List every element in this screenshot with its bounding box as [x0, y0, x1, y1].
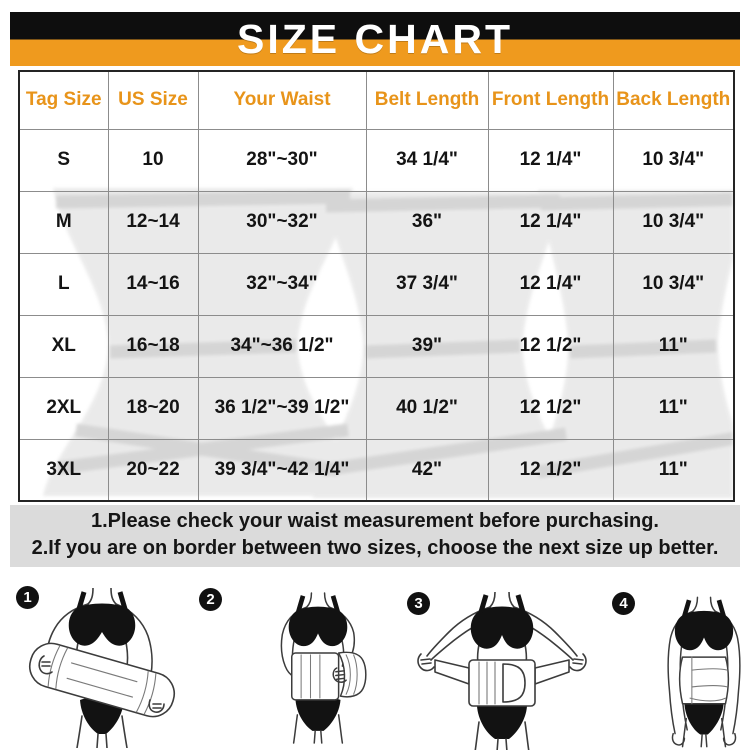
cell-us-size: 10: [107, 128, 199, 192]
step-3-illustration: [417, 592, 587, 750]
step-3: 3: [393, 572, 608, 750]
note-line-2: 2.If you are on border between two sizes…: [31, 537, 719, 559]
column-header-us-size: US Size: [107, 70, 199, 130]
cell-back-length: 11": [612, 314, 735, 378]
cell-us-size: 12~14: [107, 190, 199, 254]
table-row-l: L 14~16 32"~34" 37 3/4" 12 1/4" 10 3/4": [18, 252, 735, 316]
cell-your-waist: 39 3/4"~42 1/4": [197, 438, 367, 502]
cell-front-length: 12 1/2": [487, 438, 614, 502]
cell-your-waist: 32"~34": [197, 252, 367, 316]
cell-us-size: 20~22: [107, 438, 199, 502]
step-4: 4: [608, 572, 750, 750]
cell-belt-length: 40 1/2": [365, 376, 489, 440]
table-row-3xl: 3XL 20~22 39 3/4"~42 1/4" 42" 12 1/2" 11…: [18, 438, 735, 502]
cell-your-waist: 28"~30": [197, 128, 367, 192]
cell-belt-length: 39": [365, 314, 489, 378]
cell-tag-size: 3XL: [18, 438, 109, 502]
step-number-badge: 2: [199, 588, 222, 611]
cell-front-length: 12 1/2": [487, 376, 614, 440]
cell-belt-length: 42": [365, 438, 489, 502]
cell-belt-length: 36": [365, 190, 489, 254]
column-header-tag-size: Tag Size: [18, 70, 109, 130]
step-1: 1: [0, 572, 185, 750]
cell-us-size: 18~20: [107, 376, 199, 440]
column-header-front-length: Front Length: [487, 70, 614, 130]
step-1-illustration: [28, 588, 176, 748]
cell-front-length: 12 1/2": [487, 314, 614, 378]
cell-tag-size: L: [18, 252, 109, 316]
table-row-2xl: 2XL 18~20 36 1/2"~39 1/2" 40 1/2" 12 1/2…: [18, 376, 735, 440]
cell-front-length: 12 1/4": [487, 128, 614, 192]
note-line-1: 1.Please check your waist measurement be…: [90, 510, 659, 532]
column-header-back-length: Back Length: [612, 70, 735, 130]
cell-front-length: 12 1/4": [487, 252, 614, 316]
cell-us-size: 16~18: [107, 314, 199, 378]
step-number-badge: 4: [612, 592, 635, 615]
cell-your-waist: 34"~36 1/2": [197, 314, 367, 378]
cell-tag-size: XL: [18, 314, 109, 378]
page-title: SIZE CHART: [237, 15, 513, 62]
step-4-illustration: [667, 596, 741, 748]
step-2-illustration: [280, 592, 367, 744]
cell-back-length: 10 3/4": [612, 128, 735, 192]
cell-tag-size: S: [18, 128, 109, 192]
step-number-badge: 1: [16, 586, 39, 609]
table-row-m: M 12~14 30"~32" 36" 12 1/4" 10 3/4": [18, 190, 735, 254]
cell-us-size: 14~16: [107, 252, 199, 316]
how-to-wear-steps: 1 2: [0, 572, 750, 750]
cell-your-waist: 30"~32": [197, 190, 367, 254]
cell-tag-size: 2XL: [18, 376, 109, 440]
notes-box: 1.Please check your waist measurement be…: [10, 505, 740, 567]
cell-back-length: 11": [612, 376, 735, 440]
table-row-s: S 10 28"~30" 34 1/4" 12 1/4" 10 3/4": [18, 128, 735, 192]
cell-front-length: 12 1/4": [487, 190, 614, 254]
step-number-badge: 3: [407, 592, 430, 615]
cell-back-length: 10 3/4": [612, 190, 735, 254]
step-2: 2: [185, 572, 393, 750]
size-chart-table: Tag Size US Size Your Waist Belt Length …: [18, 70, 735, 502]
table-row-xl: XL 16~18 34"~36 1/2" 39" 12 1/2" 11": [18, 314, 735, 378]
cell-your-waist: 36 1/2"~39 1/2": [197, 376, 367, 440]
header-row: Tag Size US Size Your Waist Belt Length …: [18, 70, 735, 130]
cell-tag-size: M: [18, 190, 109, 254]
cell-back-length: 10 3/4": [612, 252, 735, 316]
cell-back-length: 11": [612, 438, 735, 502]
column-header-your-waist: Your Waist: [197, 70, 367, 130]
banner: SIZE CHART: [10, 12, 740, 66]
cell-belt-length: 37 3/4": [365, 252, 489, 316]
cell-belt-length: 34 1/4": [365, 128, 489, 192]
column-header-belt-length: Belt Length: [365, 70, 489, 130]
